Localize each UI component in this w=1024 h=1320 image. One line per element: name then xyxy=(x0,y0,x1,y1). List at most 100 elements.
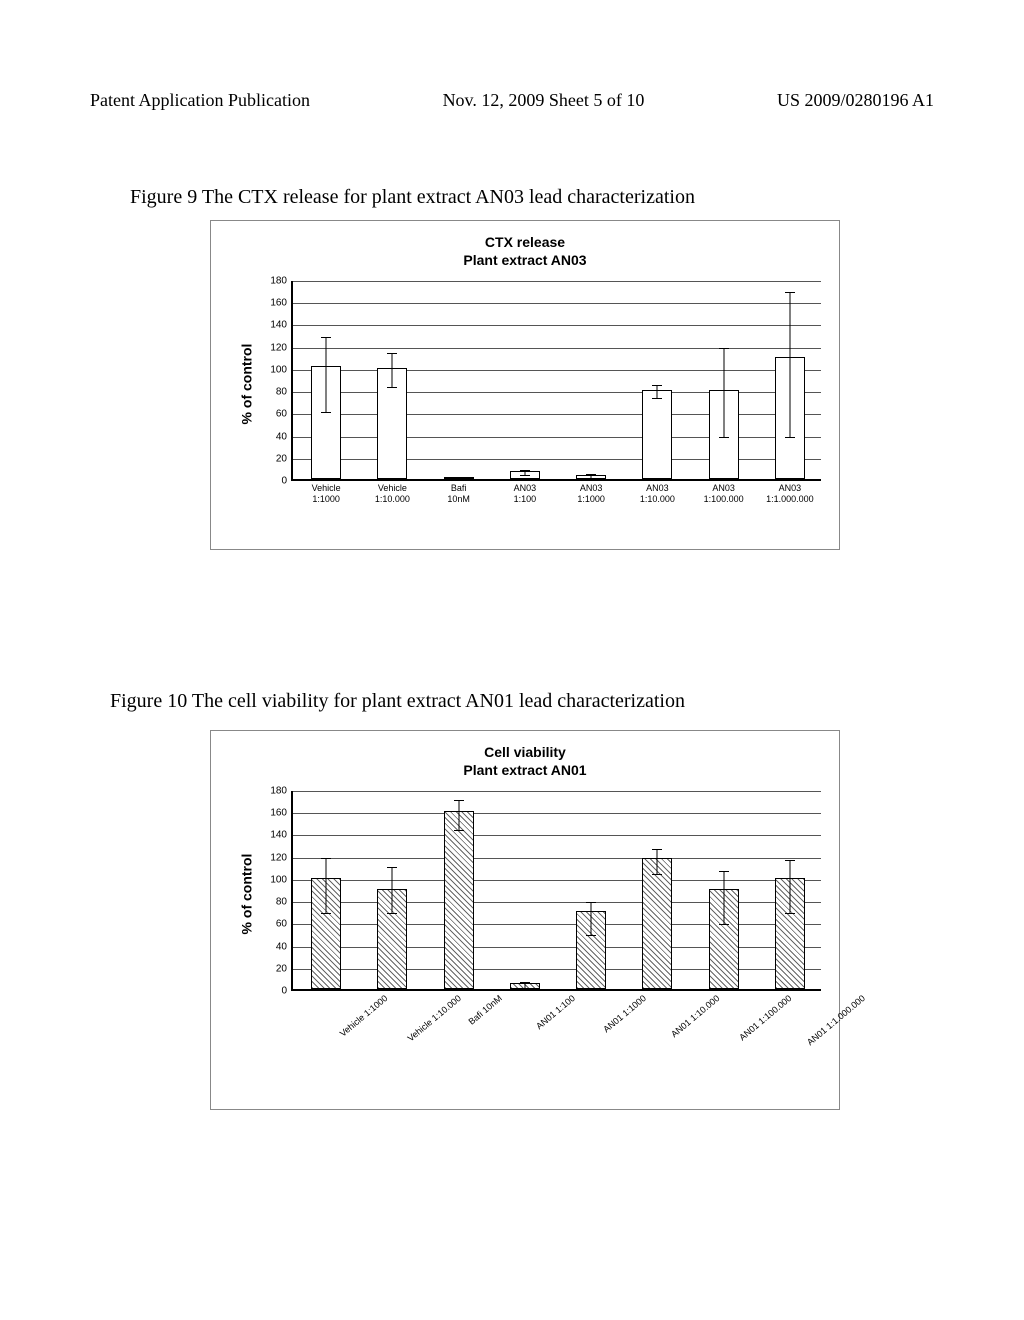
gridline xyxy=(293,303,821,304)
gridline xyxy=(293,947,821,948)
gridline xyxy=(293,325,821,326)
gridline xyxy=(293,880,821,881)
chart1-title-line1: CTX release xyxy=(485,234,565,250)
error-cap xyxy=(387,387,397,388)
error-bar xyxy=(723,348,724,437)
gridline xyxy=(293,281,821,282)
y-tick-label: 100 xyxy=(270,364,287,375)
error-cap xyxy=(454,830,464,831)
gridline xyxy=(293,791,821,792)
x-tick-label: AN031:100 xyxy=(492,483,558,505)
error-cap xyxy=(785,860,795,861)
y-tick-label: 60 xyxy=(276,919,287,930)
x-tick-label: Vehicle 1:10.000 xyxy=(406,993,463,1043)
error-cap xyxy=(387,913,397,914)
y-tick-label: 160 xyxy=(270,808,287,819)
gridline xyxy=(293,835,821,836)
error-cap xyxy=(652,874,662,875)
error-cap xyxy=(454,800,464,801)
error-bar xyxy=(326,337,327,413)
error-cap xyxy=(785,292,795,293)
figure-10-caption: Figure 10 The cell viability for plant e… xyxy=(110,690,685,713)
x-tick-label: Vehicle 1:1000 xyxy=(338,993,390,1039)
bar xyxy=(642,858,672,989)
error-cap xyxy=(719,348,729,349)
error-cap xyxy=(586,474,596,475)
error-bar xyxy=(591,902,592,935)
header-date-sheet: Nov. 12, 2009 Sheet 5 of 10 xyxy=(443,90,645,111)
error-cap xyxy=(652,398,662,399)
x-tick-label: AN01 1:1000 xyxy=(601,993,648,1034)
error-cap xyxy=(520,988,530,989)
y-tick-label: 0 xyxy=(281,986,287,997)
error-cap xyxy=(586,902,596,903)
error-cap xyxy=(719,871,729,872)
chart2-ylabel: % of control xyxy=(238,854,254,935)
error-cap xyxy=(321,337,331,338)
error-cap xyxy=(719,437,729,438)
figure-9-chart: CTX release Plant extract AN03 % of cont… xyxy=(210,220,840,550)
error-cap xyxy=(652,385,662,386)
error-cap xyxy=(387,353,397,354)
error-bar xyxy=(657,849,658,875)
header-publication: Patent Application Publication xyxy=(90,90,310,111)
gridline xyxy=(293,348,821,349)
y-tick-label: 180 xyxy=(270,786,287,797)
y-tick-label: 80 xyxy=(276,897,287,908)
error-cap xyxy=(785,437,795,438)
y-tick-label: 140 xyxy=(270,320,287,331)
error-bar xyxy=(789,292,790,436)
figure-10-chart: Cell viability Plant extract AN01 % of c… xyxy=(210,730,840,1110)
y-tick-label: 140 xyxy=(270,830,287,841)
error-cap xyxy=(321,913,331,914)
error-cap xyxy=(520,475,530,476)
error-bar xyxy=(458,800,459,830)
gridline xyxy=(293,858,821,859)
y-tick-label: 60 xyxy=(276,409,287,420)
gridline xyxy=(293,969,821,970)
chart1-title-line2: Plant extract AN03 xyxy=(463,252,586,268)
figure-9-caption: Figure 9 The CTX release for plant extra… xyxy=(130,186,695,209)
gridline xyxy=(293,414,821,415)
y-tick-label: 20 xyxy=(276,453,287,464)
error-cap xyxy=(387,867,397,868)
chart2-plot-area: 020406080100120140160180Vehicle 1:1000Ve… xyxy=(291,791,821,991)
x-tick-label: AN031:1000 xyxy=(558,483,624,505)
error-bar xyxy=(723,871,724,924)
gridline xyxy=(293,902,821,903)
gridline xyxy=(293,924,821,925)
error-bar xyxy=(392,867,393,914)
page-header: Patent Application Publication Nov. 12, … xyxy=(90,90,934,111)
chart2-title-line2: Plant extract AN01 xyxy=(463,762,586,778)
bar xyxy=(444,477,474,479)
error-cap xyxy=(520,982,530,983)
error-cap xyxy=(321,412,331,413)
x-tick-label: AN01 1:100 xyxy=(534,993,577,1031)
chart1-ylabel: % of control xyxy=(238,344,254,425)
x-tick-label: AN01 1:100.000 xyxy=(737,993,793,1042)
error-cap xyxy=(586,479,596,480)
gridline xyxy=(293,437,821,438)
x-tick-label: Vehicle1:10.000 xyxy=(359,483,425,505)
x-tick-label: AN031:10.000 xyxy=(624,483,690,505)
bar xyxy=(642,390,672,479)
gridline xyxy=(293,459,821,460)
y-tick-label: 40 xyxy=(276,431,287,442)
x-tick-label: AN031:1.000.000 xyxy=(757,483,823,505)
error-cap xyxy=(321,858,331,859)
error-cap xyxy=(652,849,662,850)
y-tick-label: 180 xyxy=(270,276,287,287)
error-bar xyxy=(657,385,658,397)
y-tick-label: 160 xyxy=(270,298,287,309)
x-tick-label: Bafi10nM xyxy=(426,483,492,505)
y-tick-label: 20 xyxy=(276,963,287,974)
gridline xyxy=(293,392,821,393)
bar xyxy=(444,811,474,989)
header-pub-number: US 2009/0280196 A1 xyxy=(777,90,934,111)
y-tick-label: 120 xyxy=(270,342,287,353)
error-cap xyxy=(520,470,530,471)
y-tick-label: 120 xyxy=(270,852,287,863)
y-tick-label: 40 xyxy=(276,941,287,952)
error-cap xyxy=(719,924,729,925)
gridline xyxy=(293,370,821,371)
